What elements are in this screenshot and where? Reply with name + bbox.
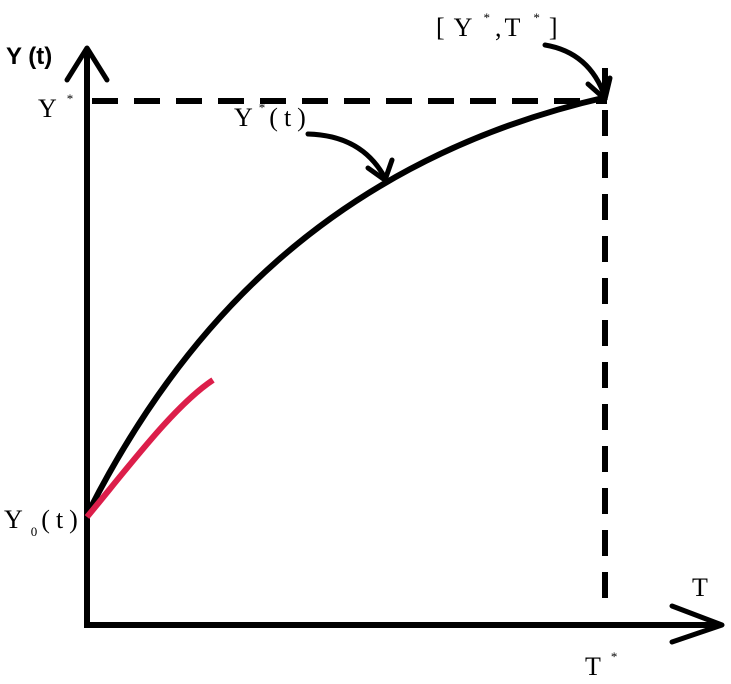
t-star-sup: * <box>611 649 618 664</box>
point-t-sup: * <box>533 10 543 25</box>
point-sep: , <box>495 13 505 42</box>
x-axis-label: T <box>692 573 708 602</box>
point-y: Y <box>454 13 476 42</box>
start-sub: 0 <box>31 524 38 539</box>
optimal-curve-label: Y * (t) <box>234 100 312 132</box>
start-label: Y 0 (t) <box>4 505 84 539</box>
x-axis-arrowhead <box>669 603 725 645</box>
point-close: ] <box>549 13 561 42</box>
y-star-sup: * <box>67 91 74 106</box>
start-base: Y <box>4 505 23 534</box>
curve-pointer-head <box>365 157 395 183</box>
curve-pointer <box>305 131 388 181</box>
y-star-base: Y <box>38 94 57 123</box>
point-y-sup: * <box>483 10 493 25</box>
t-star-label: T * <box>585 649 617 681</box>
start-tail: (t) <box>41 505 84 534</box>
t-star-base: T <box>585 652 601 681</box>
optimal-curve-base: Y <box>234 103 253 132</box>
point-pointer-head <box>585 75 613 102</box>
initial-trajectory <box>84 377 215 519</box>
point-pointer <box>542 42 608 100</box>
y-star-label: Y * <box>38 91 73 123</box>
y-axis-label: Y (t) <box>6 43 52 70</box>
optimal-point-label: [Y *,T *] <box>436 10 561 42</box>
optimal-trajectory <box>84 94 608 517</box>
optimal-curve-sup: * <box>259 100 266 115</box>
point-t: T <box>504 13 523 42</box>
optimal-curve-tail: (t) <box>269 103 312 132</box>
point-open: [ <box>436 13 448 42</box>
y-axis-arrowhead <box>64 45 110 83</box>
